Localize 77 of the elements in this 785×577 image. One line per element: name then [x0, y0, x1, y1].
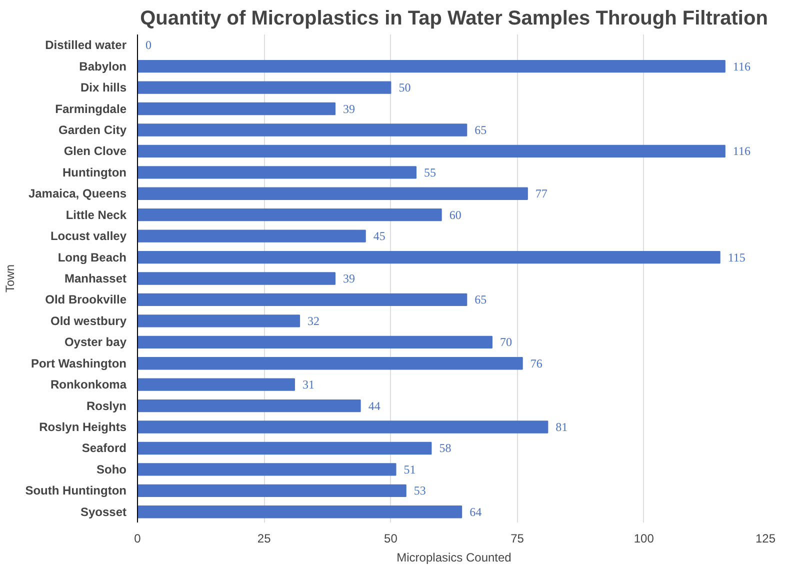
bar — [138, 124, 468, 136]
bar — [138, 60, 726, 73]
bar — [138, 81, 392, 94]
y-tick-label: Ronkonkoma — [50, 378, 127, 392]
y-tick-label: Farmingdale — [55, 102, 127, 116]
bar — [138, 230, 366, 242]
bar — [138, 208, 442, 222]
bar — [138, 378, 295, 391]
bar — [138, 420, 548, 434]
y-tick-label: Port Washington — [30, 356, 127, 370]
y-tick-label: Distilled water — [45, 38, 127, 52]
x-tick-label: 25 — [257, 532, 272, 546]
data-label: 81 — [556, 420, 568, 434]
x-tick-label: 50 — [384, 532, 398, 546]
bar — [138, 272, 336, 285]
y-tick-label: Little Neck — [66, 208, 127, 222]
y-tick-label: Babylon — [79, 59, 127, 74]
y-tick-label: Soho — [96, 462, 127, 476]
data-label: 39 — [342, 272, 355, 286]
data-label: 70 — [500, 335, 512, 350]
y-tick-label: Seaford — [82, 441, 127, 456]
y-axis-title: Town — [3, 264, 18, 293]
y-tick-label: Roslyn — [86, 398, 127, 413]
y-tick-label: South Huntington — [25, 484, 126, 498]
bar — [138, 336, 492, 348]
y-tick-label: Dix hills — [80, 80, 127, 95]
x-tick-label: 0 — [134, 532, 142, 546]
data-label: 44 — [368, 398, 380, 413]
data-label: 51 — [404, 462, 416, 476]
y-tick-label: Old westbury — [50, 314, 127, 328]
chart-title: Quantity of Microplastics in Tap Water Samples Through Filtration — [140, 8, 768, 30]
y-tick-label: Roslyn Heights — [39, 420, 127, 434]
y-tick-label: Long Beach — [58, 250, 126, 264]
x-axis-title: Microplasics Counted — [396, 550, 512, 564]
y-tick-label: Huntington — [62, 165, 127, 180]
bar — [138, 506, 462, 518]
bar — [138, 187, 528, 200]
bar — [138, 484, 406, 498]
y-tick-label: Syosset — [80, 504, 127, 519]
data-label: 65 — [474, 122, 487, 137]
bar — [138, 144, 726, 158]
data-label: 60 — [449, 208, 462, 222]
data-label: 50 — [398, 80, 411, 95]
data-label: 116 — [732, 144, 750, 158]
bar — [138, 293, 468, 306]
bar — [138, 314, 300, 328]
data-label: 64 — [470, 504, 482, 519]
data-label: 58 — [439, 441, 452, 456]
x-tick-label: 100 — [634, 532, 654, 546]
y-tick-label: Locust valley — [50, 229, 127, 244]
data-label: 76 — [530, 356, 542, 370]
bar — [138, 399, 361, 412]
bar — [138, 250, 720, 264]
data-label: 32 — [308, 314, 320, 328]
x-tick-label: 125 — [755, 532, 776, 546]
data-label: 55 — [424, 165, 436, 180]
y-tick-label: Garden City — [58, 122, 127, 137]
data-label: 31 — [302, 378, 314, 392]
data-label: 0 — [146, 38, 152, 52]
data-label: 65 — [474, 292, 487, 307]
bar — [138, 102, 336, 116]
bar — [138, 463, 396, 476]
x-tick-label: 75 — [510, 532, 524, 546]
bar — [138, 357, 523, 370]
y-tick-label: Jamaica, Queens — [28, 186, 127, 201]
bar — [138, 442, 432, 455]
data-label: 77 — [535, 186, 548, 201]
y-tick-label: Oyster bay — [64, 335, 127, 350]
data-label: 115 — [728, 250, 746, 264]
y-tick-label: Old Brookville — [45, 292, 127, 307]
data-label: 116 — [732, 59, 750, 74]
data-label: 39 — [342, 102, 355, 116]
y-tick-label: Glen Clove — [64, 144, 127, 158]
y-tick-label: Manhasset — [64, 272, 127, 286]
data-label: 45 — [373, 229, 386, 244]
bar — [138, 166, 417, 179]
data-label: 53 — [414, 484, 426, 498]
